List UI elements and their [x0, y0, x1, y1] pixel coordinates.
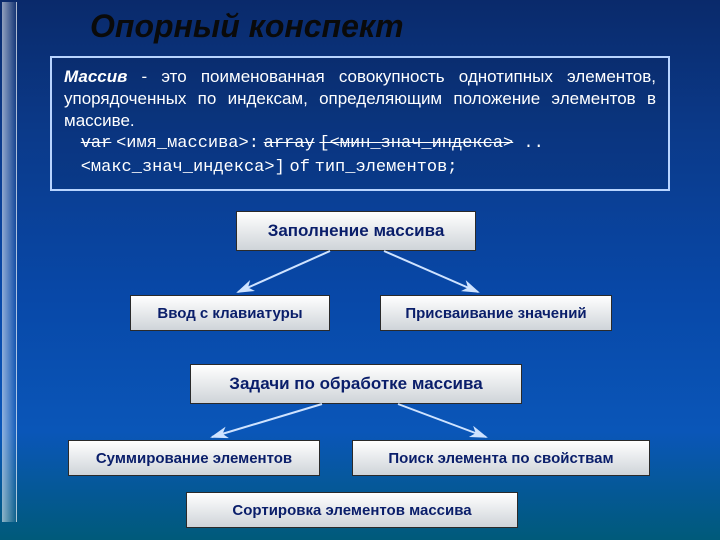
syntax-type: тип_элементов; [315, 158, 458, 177]
syntax-var-keyword: var [81, 133, 112, 155]
node-assign: Присваивание значений [380, 295, 612, 331]
slide-container: Опорный конспект Массив - это поименован… [0, 0, 720, 540]
node-sort: Сортировка элементов массива [186, 492, 518, 528]
node-fill: Заполнение массива [236, 211, 476, 251]
page-title: Опорный конспект [90, 8, 404, 45]
node-sum: Суммирование элементов [68, 440, 320, 476]
definition-term: Массив [64, 67, 127, 86]
syntax-array-keyword: array [264, 133, 315, 155]
node-input: Ввод с клавиатуры [130, 295, 330, 331]
definition-body: - это поименованная совокупность однотип… [64, 67, 656, 130]
syntax-max: <макс_знач_индекса>] [81, 158, 285, 177]
syntax-min: [<мин_знач_индекса> [319, 133, 513, 155]
node-find: Поиск элемента по свойствам [352, 440, 650, 476]
definition-box: Массив - это поименованная совокупность … [50, 56, 670, 191]
node-tasks: Задачи по обработке массива [190, 364, 522, 404]
syntax-name: <имя_массива>: [116, 134, 259, 153]
syntax-dots: .. [513, 134, 544, 153]
syntax-of-keyword: of [290, 158, 310, 177]
